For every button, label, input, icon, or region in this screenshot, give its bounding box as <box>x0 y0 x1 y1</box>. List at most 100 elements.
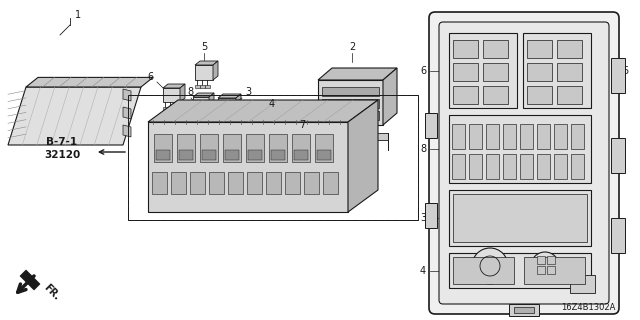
Bar <box>523 33 591 108</box>
Bar <box>202 150 216 160</box>
Bar <box>611 138 625 173</box>
Bar <box>469 124 482 149</box>
Bar <box>304 172 319 194</box>
Bar <box>228 172 243 194</box>
Bar <box>255 127 260 130</box>
Bar <box>537 124 550 149</box>
Bar <box>554 124 567 149</box>
Bar <box>557 63 582 81</box>
Bar <box>225 150 239 160</box>
Text: 2: 2 <box>349 42 355 52</box>
Bar <box>571 124 584 149</box>
Bar <box>520 124 533 149</box>
Polygon shape <box>195 61 218 65</box>
Bar <box>322 87 379 96</box>
Bar <box>246 134 264 162</box>
Polygon shape <box>123 89 131 101</box>
Polygon shape <box>180 84 185 102</box>
Polygon shape <box>163 84 185 88</box>
Text: 7: 7 <box>299 120 305 130</box>
Bar <box>449 33 517 108</box>
Bar <box>168 107 173 110</box>
Bar <box>449 190 591 246</box>
Bar <box>171 172 186 194</box>
Bar <box>173 107 178 110</box>
Circle shape <box>472 248 508 284</box>
Polygon shape <box>193 97 209 110</box>
Bar <box>156 150 170 160</box>
Bar <box>271 150 285 160</box>
Polygon shape <box>245 108 262 122</box>
Polygon shape <box>313 133 388 140</box>
Bar <box>294 150 308 160</box>
Bar <box>547 266 555 274</box>
Bar <box>285 172 300 194</box>
Bar <box>315 134 333 162</box>
FancyBboxPatch shape <box>439 22 609 304</box>
Text: 16Z4B1302A: 16Z4B1302A <box>561 303 615 312</box>
Bar <box>200 134 218 162</box>
Bar <box>527 63 552 81</box>
Bar <box>190 172 205 194</box>
Text: B-7-1: B-7-1 <box>47 137 77 147</box>
Polygon shape <box>318 68 397 80</box>
Text: 4: 4 <box>269 99 275 109</box>
Bar <box>250 127 255 130</box>
Bar <box>483 86 508 104</box>
Text: 3: 3 <box>420 213 426 223</box>
Polygon shape <box>148 100 378 122</box>
Bar <box>514 307 534 313</box>
Bar <box>317 150 331 160</box>
Bar <box>557 86 582 104</box>
Bar <box>611 218 625 253</box>
Bar <box>269 134 287 162</box>
Bar <box>223 134 241 162</box>
Text: 3: 3 <box>245 87 251 97</box>
Bar <box>248 150 262 160</box>
Bar <box>611 58 625 93</box>
Bar <box>152 172 167 194</box>
Bar <box>503 124 516 149</box>
Bar <box>557 40 582 58</box>
Text: 6: 6 <box>147 72 153 82</box>
Bar <box>483 63 508 81</box>
Bar <box>520 154 533 179</box>
Text: 4: 4 <box>420 266 426 276</box>
Bar <box>469 154 482 179</box>
Bar <box>452 124 465 149</box>
Bar <box>486 154 499 179</box>
Text: 8: 8 <box>187 87 193 97</box>
Bar <box>154 134 172 162</box>
Bar <box>453 63 478 81</box>
Bar <box>503 154 516 179</box>
Bar <box>425 203 437 228</box>
Bar <box>177 134 195 162</box>
Polygon shape <box>383 68 397 125</box>
Bar <box>527 86 552 104</box>
Bar <box>322 111 379 120</box>
Bar <box>570 275 595 293</box>
Polygon shape <box>218 98 236 113</box>
Bar <box>245 127 250 130</box>
Bar <box>449 115 591 183</box>
Bar <box>425 113 437 138</box>
Polygon shape <box>123 125 131 137</box>
Bar <box>209 172 224 194</box>
Polygon shape <box>26 77 153 87</box>
Bar <box>197 115 202 118</box>
Bar <box>193 115 198 118</box>
Bar <box>218 118 223 121</box>
Polygon shape <box>8 87 141 145</box>
Text: 32120: 32120 <box>44 150 80 160</box>
Bar <box>128 95 418 220</box>
Bar <box>547 256 555 264</box>
Bar <box>537 266 545 274</box>
Bar <box>200 85 205 88</box>
Bar <box>266 172 281 194</box>
Bar <box>527 40 552 58</box>
Bar <box>537 256 545 264</box>
Bar <box>453 194 587 242</box>
Polygon shape <box>123 107 131 119</box>
Circle shape <box>531 252 559 280</box>
Polygon shape <box>209 93 214 110</box>
